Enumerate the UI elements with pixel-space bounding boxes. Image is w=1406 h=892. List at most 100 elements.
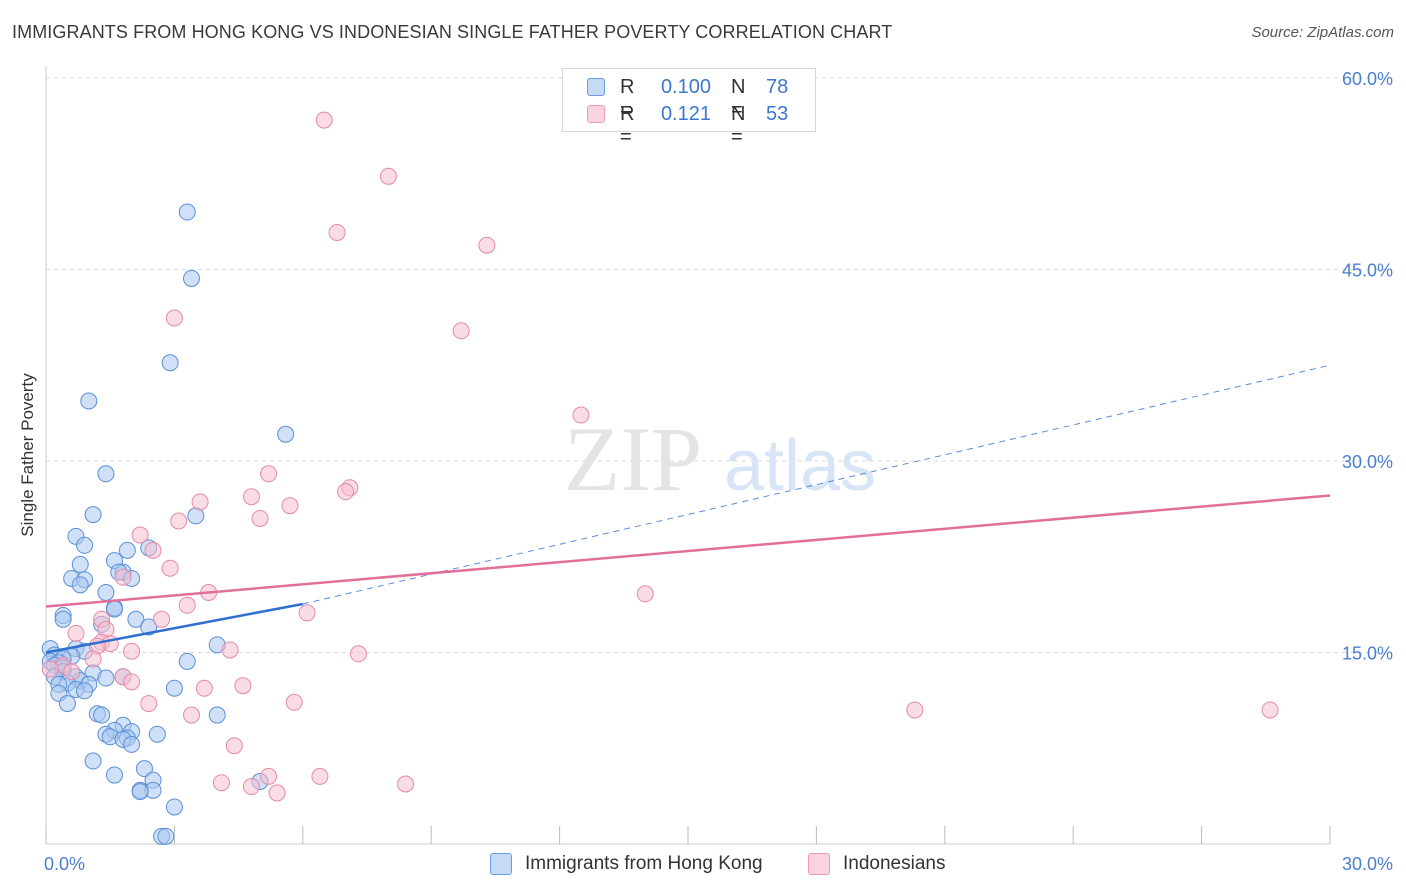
point-indonesian [379,167,397,185]
point-indonesian [225,737,243,755]
point-indonesian [144,541,162,559]
series-label: Indonesians [843,853,946,874]
point-hong-kong [97,669,115,687]
point-hong-kong [97,465,115,483]
point-hong-kong [71,576,89,594]
point-indonesian [337,483,355,501]
chart-title: IMMIGRANTS FROM HONG KONG VS INDONESIAN … [12,22,893,42]
point-indonesian [311,767,329,785]
point-indonesian [123,642,141,660]
point-indonesian [41,660,59,678]
legend-n-value: 53 [766,103,789,125]
point-indonesian [153,610,171,628]
y-tick-label: 30.0% [1342,452,1393,472]
y-tick-label: 45.0% [1342,261,1393,281]
point-hong-kong [135,760,153,778]
legend-r-value: 0.100 [660,76,711,98]
point-indonesian [328,223,346,241]
point-indonesian [572,406,590,424]
y-tick-label: 15.0% [1342,644,1393,664]
point-hong-kong [93,706,111,724]
point-indonesian [63,663,81,681]
point-hong-kong [58,695,76,713]
y-axis-label: Single Father Poverty [18,373,37,537]
legend-r-label: R = [620,103,635,148]
point-hong-kong [157,827,175,845]
point-indonesian [67,624,85,642]
point-hong-kong [76,682,94,700]
trend-line-hong-kong-dashed [302,364,1331,605]
point-indonesian [183,706,201,724]
point-hong-kong [178,203,196,221]
point-indonesian [140,695,158,713]
point-indonesian [212,774,230,792]
point-hong-kong [71,555,89,573]
tick-labels: 15.0% 30.0% 45.0% 60.0% 0.0% 30.0% [44,69,1393,874]
point-indonesian [260,767,278,785]
source-attribution: Source: ZipAtlas.com [1251,24,1394,41]
point-hong-kong [131,783,149,801]
point-indonesian [242,488,260,506]
point-hong-kong [165,679,183,697]
scatter-points [41,111,1279,845]
series-label: Immigrants from Hong Kong [525,853,763,874]
point-indonesian [315,111,333,129]
point-indonesian [170,512,188,530]
point-indonesian [123,673,141,691]
axes [45,66,1331,845]
point-indonesian [268,784,286,802]
point-indonesian [260,465,278,483]
point-indonesian [161,559,179,577]
point-indonesian [165,309,183,327]
trend-line-hong-kong [45,602,304,654]
point-hong-kong [54,610,72,628]
legend-r-value: 0.121 [660,103,711,125]
point-hong-kong [161,354,179,372]
point-hong-kong [105,600,123,618]
point-indonesian [452,322,470,340]
series-swatch-blue [490,853,512,875]
point-hong-kong [80,392,98,410]
point-indonesian [636,585,654,603]
point-hong-kong [84,506,102,524]
watermark-zip: ZIP [564,408,702,510]
point-hong-kong [76,536,94,554]
point-indonesian [906,701,924,719]
point-hong-kong [123,735,141,753]
point-indonesian [285,693,303,711]
point-indonesian [84,650,102,668]
point-indonesian [195,679,213,697]
point-indonesian [114,568,132,586]
point-hong-kong [165,798,183,816]
point-hong-kong [277,425,295,443]
trend-lines [45,364,1331,654]
legend-n-label: N = [731,103,746,148]
point-indonesian [478,236,496,254]
point-hong-kong [148,725,166,743]
point-hong-kong [127,610,145,628]
point-indonesian [397,775,415,793]
grid-lines [46,77,1392,653]
point-indonesian [298,604,316,622]
point-indonesian [242,778,260,796]
x-tick-label: 0.0% [44,854,85,874]
trend-line-indonesians [45,494,1331,608]
legend-swatch-pink [587,105,605,123]
point-indonesian [178,596,196,614]
point-hong-kong [105,766,123,784]
point-hong-kong [140,618,158,636]
point-indonesian [131,526,149,544]
point-indonesian [349,645,367,663]
point-hong-kong [178,652,196,670]
legend-n-value: 78 [766,76,789,98]
watermark-atlas: atlas [724,426,876,506]
correlation-legend: R = 0.100 N = 78 R = 0.121 N = 53 [562,68,816,148]
legend-swatch-blue [587,78,605,96]
legend-n-label: N = [731,76,746,121]
point-hong-kong [183,269,201,287]
point-indonesian [251,509,269,527]
point-indonesian [234,677,252,695]
series-swatch-pink [808,853,830,875]
point-hong-kong [208,706,226,724]
